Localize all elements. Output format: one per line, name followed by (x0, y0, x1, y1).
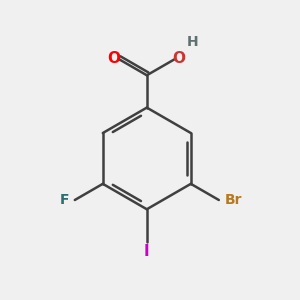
Text: O: O (107, 51, 120, 66)
Text: Br: Br (225, 193, 242, 207)
Text: O: O (172, 51, 185, 66)
Text: H: H (187, 35, 198, 49)
Text: F: F (60, 193, 70, 207)
Text: I: I (144, 244, 150, 260)
